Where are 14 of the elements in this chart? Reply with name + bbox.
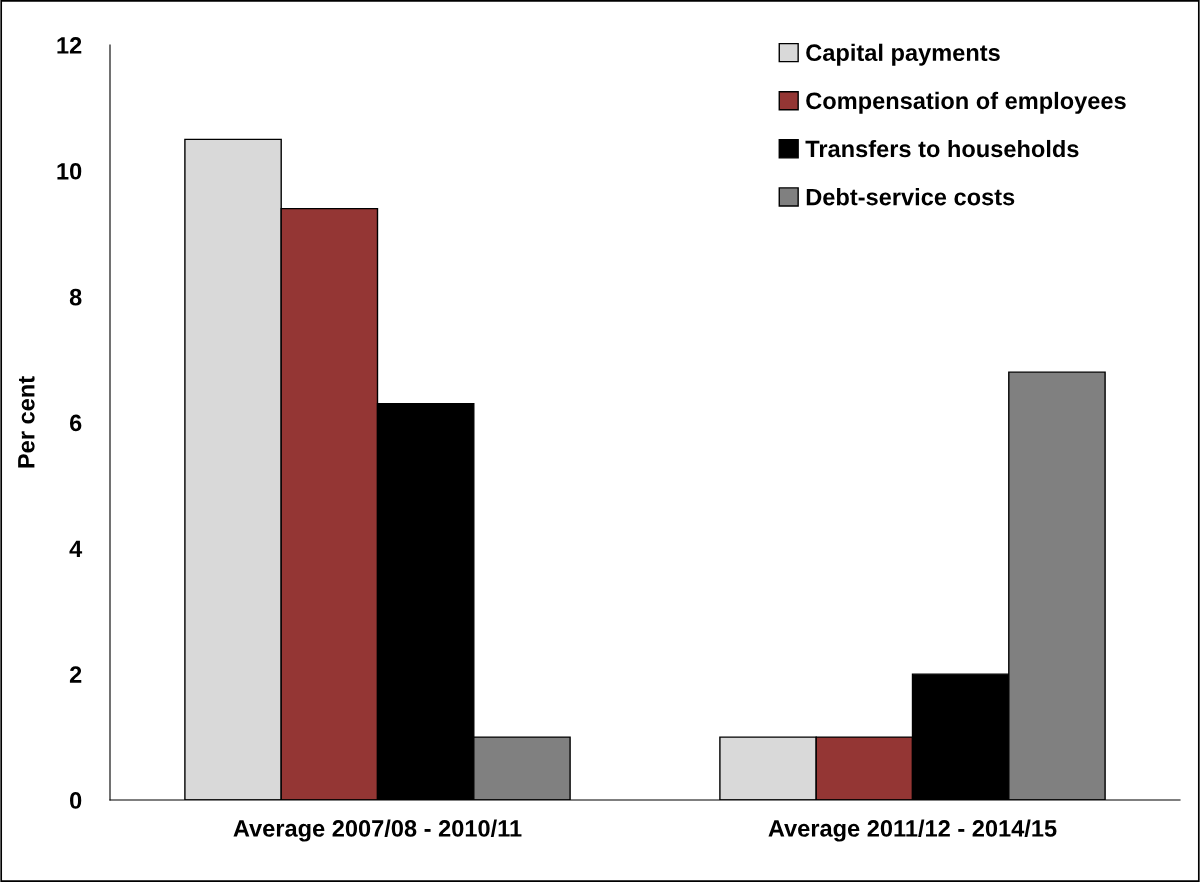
legend-label: Compensation of employees xyxy=(806,91,1126,114)
x-tick-label: Average 2011/12 - 2014/15 xyxy=(768,819,1057,842)
y-tick-label: 0 xyxy=(70,792,82,809)
y-tick-label: 2 xyxy=(69,666,82,683)
legend-label: Transfers to households xyxy=(805,139,1079,158)
y-axis-title: Per cent xyxy=(18,376,35,468)
y-tick-label: 12 xyxy=(57,37,82,54)
y-tick-label: 4 xyxy=(69,540,83,557)
y-tick-label: 10 xyxy=(57,162,82,180)
legend-label: Capital payments xyxy=(806,43,1000,66)
x-tick-label: Average 2007/08 - 2010/11 xyxy=(233,819,522,842)
y-tick-label: 6 xyxy=(69,414,82,432)
y-tick-label: 8 xyxy=(69,288,82,306)
legend-label: Debt-service costs xyxy=(806,188,1015,206)
